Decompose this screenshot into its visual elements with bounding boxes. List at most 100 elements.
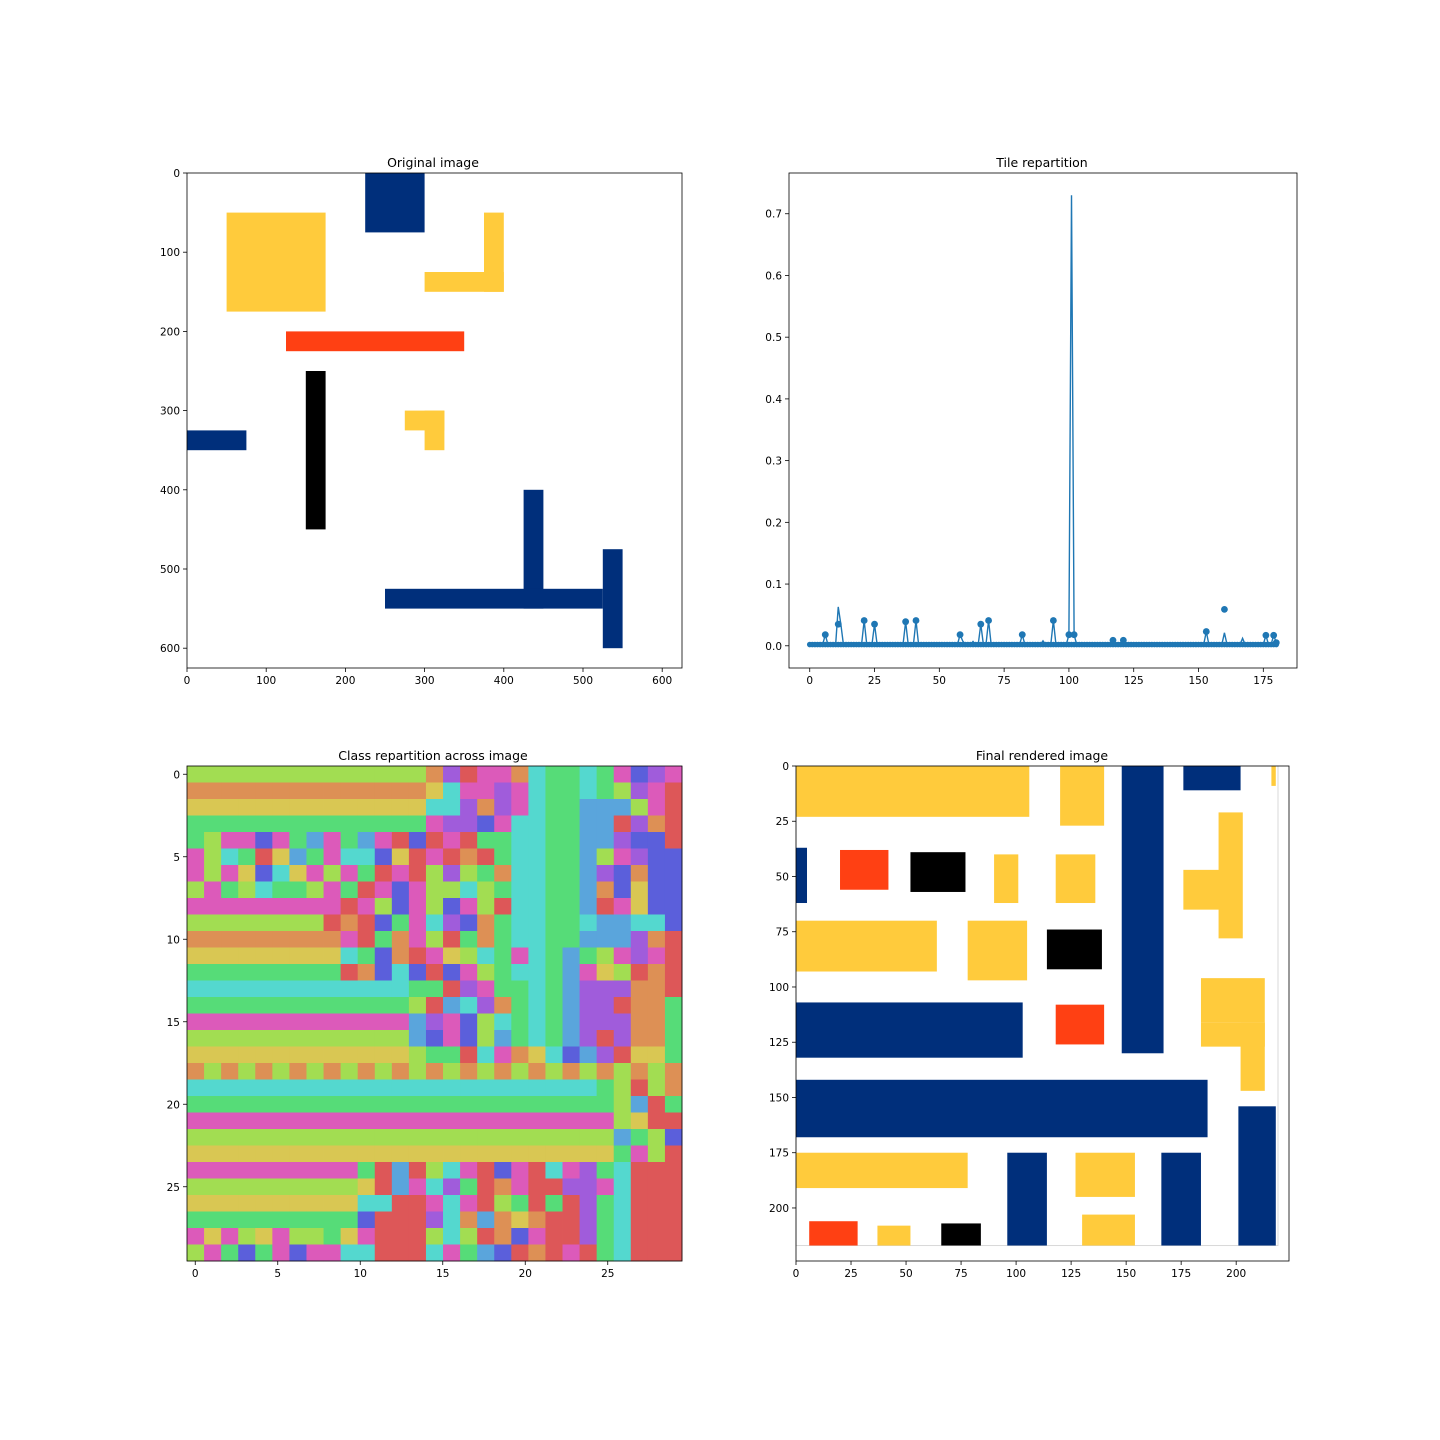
heatmap-cell	[238, 766, 256, 783]
navy-block	[523, 489, 544, 609]
heatmap-cell	[528, 1013, 546, 1031]
heatmap-cell	[460, 1112, 478, 1130]
heatmap-cell	[391, 799, 410, 816]
y-axis: 0 5 10 15 20 25	[167, 769, 187, 1194]
heatmap-cell	[443, 898, 461, 915]
heatmap-cell	[630, 914, 649, 932]
heatmap-cell	[425, 865, 444, 882]
heatmap-cell	[306, 1145, 324, 1163]
heatmap-cell	[664, 1046, 683, 1064]
scatter-point	[1272, 639, 1280, 647]
heatmap-cell	[630, 832, 649, 849]
heatmap-cell	[647, 782, 666, 800]
heatmap-cell	[374, 1096, 393, 1113]
heatmap-cell	[528, 832, 546, 849]
heatmap-cell	[221, 898, 239, 915]
heatmap-cell	[272, 1195, 290, 1212]
navy-block	[1183, 766, 1241, 791]
heatmap-cell	[306, 898, 324, 915]
heatmap-cell	[494, 1145, 512, 1163]
heatmap-cell	[528, 1178, 546, 1196]
heatmap-cell	[272, 931, 290, 948]
panel-class-repartition: Class repartition across image 0 5 10 15 20 2…	[167, 748, 683, 1280]
heatmap-cell	[477, 1046, 495, 1064]
heatmap-cell	[204, 1030, 222, 1047]
heatmap-cell	[238, 832, 256, 849]
heatmap-cell	[238, 898, 256, 915]
y-tick-label: 10	[167, 934, 180, 946]
x-tick-label: 25	[844, 1268, 857, 1280]
heatmap-cell	[323, 997, 342, 1014]
heatmap-cell	[528, 1046, 546, 1064]
heatmap-cell	[443, 881, 461, 899]
heatmap-cell	[562, 980, 580, 998]
heatmap-cell	[391, 1228, 410, 1245]
heatmap-cell	[664, 980, 683, 998]
heatmap-cell	[306, 766, 324, 783]
heatmap-cell	[562, 815, 580, 833]
heatmap-cell	[238, 1162, 256, 1179]
heatmap-cell	[664, 1013, 683, 1031]
heatmap-cell	[630, 848, 649, 866]
heatmap-cell	[204, 848, 222, 866]
heatmap-cell	[664, 931, 683, 948]
heatmap-cell	[238, 1013, 256, 1031]
heatmap-cell	[443, 1112, 461, 1130]
heatmap-cell	[323, 1030, 342, 1047]
yellow-block	[1082, 1214, 1135, 1246]
heatmap-cell	[255, 964, 273, 981]
heatmap-cell	[613, 964, 632, 981]
heatmap-cell	[613, 1079, 632, 1097]
heatmap-cell	[494, 1112, 512, 1130]
heatmap-cell	[613, 980, 632, 998]
heatmap-cell	[391, 881, 410, 899]
heatmap-cell	[664, 799, 683, 816]
heatmap-cell	[391, 964, 410, 981]
heatmap-cell	[323, 1112, 342, 1130]
heatmap-cell	[272, 1030, 290, 1047]
heatmap-cell	[511, 1228, 529, 1245]
y-tick-label: 100	[769, 982, 789, 994]
y-axis: 0 100 200 300 400 500 600	[160, 168, 187, 655]
heatmap-cell	[647, 799, 666, 816]
y-axis: 0.0 0.1 0.2 0.3 0.4 0.5 0.6 0.7	[765, 209, 789, 653]
heatmap-cell	[545, 1030, 563, 1047]
heatmap-cell	[391, 1178, 410, 1196]
heatmap-cell	[391, 931, 410, 948]
heatmap-cell	[425, 1112, 444, 1130]
panel-title: Class repartition across image	[338, 748, 528, 763]
heatmap-cell	[647, 1129, 666, 1146]
heatmap-cell	[357, 1063, 376, 1080]
heatmap-cell	[630, 997, 649, 1014]
heatmap-cell	[545, 865, 563, 882]
x-tick-label: 175	[1171, 1268, 1191, 1280]
heatmap-cell	[562, 1046, 580, 1064]
heatmap-cell	[408, 1211, 427, 1229]
heatmap-cell	[596, 1112, 615, 1130]
heatmap-cell	[391, 1145, 410, 1163]
heatmap-cell	[340, 848, 359, 866]
heatmap-cell	[477, 1129, 495, 1146]
yellow-block	[967, 920, 1028, 981]
heatmap-cell	[647, 964, 666, 981]
heatmap-cell	[204, 1178, 222, 1196]
heatmap-cell	[528, 947, 546, 965]
heatmap-cell	[613, 1244, 632, 1262]
x-tick-label: 20	[519, 1268, 532, 1280]
heatmap-cell	[238, 1228, 256, 1245]
heatmap-cell	[289, 1030, 307, 1047]
x-axis: 0 100 200 300 400 500 600	[184, 668, 672, 687]
heatmap-cell	[630, 799, 649, 816]
heatmap-cell	[255, 782, 273, 800]
heatmap-cell	[391, 1211, 410, 1229]
heatmap-cell	[289, 832, 307, 849]
heatmap-cell	[340, 799, 359, 816]
heatmap-cell	[528, 848, 546, 866]
heatmap-cell	[596, 1030, 615, 1047]
heatmap-cell	[238, 1112, 256, 1130]
heatmap-cell	[579, 997, 598, 1014]
heatmap-cell	[340, 782, 359, 800]
heatmap-cell	[204, 980, 222, 998]
heatmap-cell	[647, 1013, 666, 1031]
heatmap-cell	[425, 1145, 444, 1163]
